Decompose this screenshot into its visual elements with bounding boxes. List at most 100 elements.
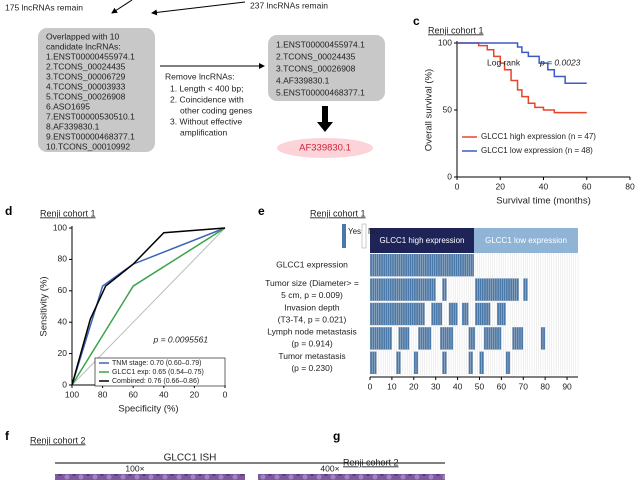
candidate: 10.TCONS_00010992 [46, 141, 130, 151]
candidate: 4.TCONS_00003933 [46, 81, 126, 91]
candidate: 8.AF339830.1 [46, 121, 100, 131]
series-line [71, 227, 226, 386]
p-value: p = 0.0023 [539, 57, 581, 67]
panel-subtitle: Renji cohort 1 [40, 208, 96, 218]
legend-label: GLCC1 low expression (n = 48) [481, 146, 593, 155]
criterion: other coding genes [180, 105, 252, 115]
legend-label: Combined: 0.76 (0.66–0.86) [112, 378, 199, 385]
panel-letter: e [258, 204, 265, 218]
annotation: Log rank [487, 57, 521, 67]
y-tick-label: 80 [58, 254, 68, 264]
yes-cell [370, 254, 474, 277]
yes-cell [468, 327, 476, 350]
x-axis-label: Specificity (%) [118, 404, 178, 415]
candidate: 7.ENST00000530510.1 [46, 111, 135, 121]
criterion: amplification [180, 127, 228, 137]
legend-label: GLCC1 high expression (n = 47) [481, 132, 596, 141]
count-text: 237 lncRNAs remain [250, 0, 328, 10]
legend-label: Yes [348, 227, 361, 236]
final-lncrna: AF339830.1 [299, 143, 351, 154]
x-tick-label: 80 [540, 381, 550, 391]
x-tick-label: 0 [455, 181, 460, 191]
y-tick-label: 100 [438, 37, 452, 47]
x-tick-label: 80 [625, 181, 635, 191]
row-label: Lymph node metastasis [267, 327, 356, 337]
row-label: Invasion depth [284, 302, 340, 312]
criterion: 3. Without effective [170, 116, 242, 126]
y-tick-label: 60 [58, 285, 68, 295]
x-axis-label: Survival time (months) [496, 196, 591, 207]
row-label: Tumor metastasis [278, 351, 345, 361]
x-tick-label: 90 [562, 381, 572, 391]
series-line [457, 42, 587, 84]
x-tick-label: 60 [497, 381, 507, 391]
x-tick-label: 20 [190, 389, 200, 399]
criterion: 2. Coincidence with [170, 94, 244, 104]
x-tick-label: 10 [387, 381, 397, 391]
panel-subtitle: Renji cohort 1 [310, 208, 366, 218]
x-tick-label: 0 [368, 381, 373, 391]
row-label: (p = 0.914) [291, 339, 333, 349]
candidate-box [38, 28, 155, 152]
candidate: 9.ENST00000468377.1 [46, 131, 135, 141]
candidate: 5.TCONS_00026908 [46, 91, 126, 101]
legend-box [94, 357, 226, 387]
group-label: GLCC1 high expression [380, 236, 465, 245]
yes-cell [512, 327, 524, 350]
x-tick-label: 20 [409, 381, 419, 391]
group-label: GLCC1 low expression [485, 236, 567, 245]
row-label: GLCC1 expression [276, 259, 348, 269]
panel-letter: c [413, 14, 420, 28]
x-tick-label: 30 [431, 381, 441, 391]
row-label: Tumor size (Diameter> = [265, 278, 359, 288]
series-line [457, 42, 587, 114]
legend-label: TNM stage: 0.70 (0.60–0.79) [112, 360, 202, 367]
x-tick-label: 70 [519, 381, 529, 391]
legend-label: GLCC1 exp: 0.65 (0.54–0.75) [112, 369, 204, 376]
remove-heading: Remove lncRNAs: [165, 71, 234, 81]
row-label: (p = 0.230) [291, 363, 333, 373]
panel-letter: d [5, 204, 12, 218]
panel-title: GLCC1 ISH [164, 453, 217, 464]
remaining: 5.ENST00000468377.1 [276, 87, 365, 97]
group-header [370, 228, 474, 253]
panel-subtitle: Renji cohort 2 [30, 435, 86, 445]
criterion: 1. Length < 400 bp; [170, 83, 244, 93]
remaining: 1.ENST00000455974.1 [276, 39, 365, 49]
y-tick-label: 0 [62, 379, 67, 389]
yes-cell [370, 351, 377, 374]
ish-image [258, 474, 445, 480]
box-heading: candidate lncRNAs: [46, 41, 121, 51]
series-line [71, 227, 226, 386]
yes-cell [398, 327, 410, 350]
x-tick-label: 20 [496, 181, 506, 191]
yes-cell [370, 302, 425, 326]
x-tick-label: 40 [539, 181, 549, 191]
legend-no [361, 223, 367, 249]
candidate: 1.ENST00000455974.1 [46, 51, 135, 61]
x-tick-label: 50 [475, 381, 485, 391]
final-ellipse [277, 138, 373, 158]
remaining: 3.TCONS_00026908 [276, 63, 356, 73]
legend-label: No [368, 227, 379, 236]
series-line [71, 227, 226, 386]
x-tick-label: 40 [159, 389, 169, 399]
remaining: 4.AF339830.1 [276, 75, 330, 85]
remaining-box [268, 35, 385, 101]
candidate: 6.ASO1695 [46, 101, 90, 111]
y-tick-label: 20 [58, 348, 68, 358]
group-header [474, 228, 578, 253]
magnification: 100× [125, 463, 144, 473]
magnification: 400× [320, 463, 339, 473]
p-value: p = 0.0095561 [153, 334, 209, 344]
x-tick-label: 0 [223, 389, 228, 399]
panel-subtitle: Renji cohort 2 [343, 457, 399, 467]
yes-cell [461, 302, 469, 326]
candidate: 2.TCONS_00024435 [46, 61, 126, 71]
x-tick-label: 100 [65, 389, 79, 399]
x-tick-label: 40 [453, 381, 463, 391]
yes-cell [431, 302, 443, 326]
panel-letter: g [333, 429, 340, 443]
